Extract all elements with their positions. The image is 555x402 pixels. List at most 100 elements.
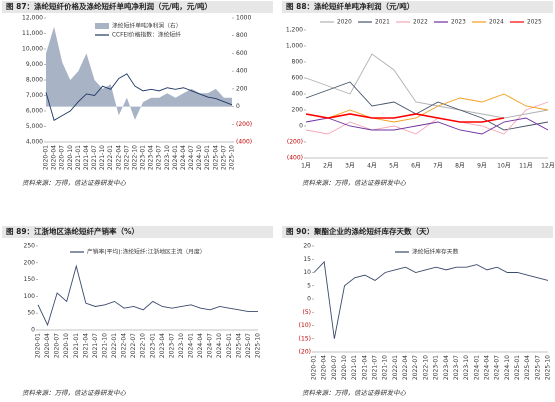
legend-label: 2022 (413, 20, 428, 26)
line (45, 73, 233, 121)
x-tick-label: 2024-04 (197, 333, 204, 358)
y-tick-label: (400) (287, 155, 303, 162)
x-tick-label: 2023-07 (156, 145, 163, 170)
area (46, 26, 232, 120)
legend-label: 2020 (337, 20, 352, 26)
x-tick-label: 2020-10 (63, 333, 70, 358)
x-tick-label: 2021-01 (73, 333, 80, 358)
x-tick-label: 2024-01 (172, 145, 179, 170)
x-tick-label: 2021-10 (382, 355, 389, 380)
x-tick-label: 2023-10 (178, 333, 185, 358)
source-note: 资料来源：万得，信达证券研发中心 (22, 179, 127, 187)
y-tick-label: 10,000 (22, 46, 43, 53)
source-note: 资料来源：万得，信达证券研发中心 (302, 179, 407, 187)
title-bar (282, 1, 553, 13)
x-tick-label: 7月 (433, 163, 443, 170)
x-tick-label: 2024-07 (188, 145, 195, 170)
y-tick-label: (20) (299, 349, 311, 356)
x-tick-label: 2024-10 (504, 355, 511, 380)
x-tick-label: 2023-01 (149, 333, 156, 358)
x-tick-label: 2021-04 (361, 355, 368, 380)
x-tick-label: 11月 (519, 163, 533, 170)
x-tick-label: 2021-01 (75, 145, 82, 170)
x-tick-label: 2022-04 (115, 145, 122, 170)
x-tick-label: 2025-04 (524, 355, 531, 380)
legend-label: 2025 (527, 20, 542, 26)
x-tick-label: 8月 (455, 163, 465, 170)
y-tick-label: 200 (292, 107, 304, 114)
x-tick-label: 2022-07 (130, 333, 137, 358)
y-tick-label: 800 (236, 32, 248, 39)
y-tick-label: 15 (303, 256, 311, 263)
y-tick-label: 20 (303, 243, 311, 250)
x-tick-label: 2025-10 (255, 333, 262, 358)
y-tick-label: 10 (303, 269, 311, 276)
y-tick-label: (200) (236, 121, 252, 128)
x-tick-label: 2023-07 (453, 355, 460, 380)
chart-title: 图 87：涤纶短纤价格及涤纶短纤单吨净利润（元/吨，元/吨） (6, 1, 212, 11)
x-tick-label: 2021-07 (91, 145, 98, 170)
x-tick-label: 2022-01 (111, 333, 118, 358)
legend-label: 涤纶短纤库存天数 (412, 248, 459, 256)
x-tick-label: 2025-04 (235, 333, 242, 358)
x-tick-label: 2025-04 (212, 145, 219, 170)
x-tick-label: 2025-10 (545, 355, 552, 380)
legend-label: 2023 (451, 20, 466, 26)
y-tick-label: (10) (299, 322, 311, 329)
x-tick-label: 2021-04 (82, 333, 89, 358)
x-tick-label: 2024-07 (207, 333, 214, 358)
y-tick-label: (15) (299, 335, 311, 342)
y-tick-label: (200) (287, 139, 303, 146)
y-tick-label: 1,200 (286, 27, 303, 34)
x-tick-label: 2025-01 (226, 333, 233, 358)
y-tick-label: 250 (24, 243, 36, 250)
y-tick-label: 600 (292, 75, 304, 82)
x-tick-label: 2021-07 (92, 333, 99, 358)
x-tick-label: 2021-10 (99, 145, 106, 170)
x-tick-label: 2020-04 (321, 355, 328, 380)
line (305, 101, 549, 135)
x-tick-label: 2023-01 (140, 145, 147, 170)
x-tick-label: 2023-04 (148, 145, 155, 170)
title-bar (282, 226, 553, 238)
x-tick-label: 2024-04 (483, 355, 490, 380)
x-tick-label: 2024-10 (216, 333, 223, 358)
x-tick-label: 2024-07 (494, 355, 501, 380)
y-tick-label: 800 (292, 59, 304, 66)
y-tick-label: 400 (292, 91, 304, 98)
chart-title: 图 88：涤纶短纤单吨净利润（元/吨） (286, 1, 414, 11)
x-tick-label: 3月 (345, 163, 355, 170)
x-tick-label: 2025-01 (204, 145, 211, 170)
source-note: 资料来源：万得，信达证券研发中心 (302, 389, 407, 397)
x-tick-label: 2021-01 (351, 355, 358, 380)
line (305, 53, 549, 119)
x-tick-label: 5月 (389, 163, 399, 170)
x-tick-label: 9月 (477, 163, 487, 170)
x-tick-label: 2024-01 (188, 333, 195, 358)
title-bar (2, 1, 273, 13)
legend-label: CCFEI价格指数：涤纶短纤 (112, 31, 181, 39)
x-tick-label: 2023-10 (164, 145, 171, 170)
x-tick-label: 2022-04 (402, 355, 409, 380)
x-tick-label: 12月 (541, 163, 555, 170)
y-tick-label: 4,000 (26, 139, 43, 146)
y-tick-label: 7,000 (26, 92, 43, 99)
x-tick-label: 2月 (323, 163, 333, 170)
y-tick-label: 1000 (236, 15, 251, 22)
x-tick-label: 2022-07 (412, 355, 419, 380)
title-bar (2, 226, 273, 238)
x-tick-label: 2024-01 (473, 355, 480, 380)
x-tick-label: 2022-10 (131, 145, 138, 170)
line (37, 264, 258, 327)
x-tick-label: 2020-07 (59, 145, 66, 170)
y-tick-label: 600 (236, 50, 248, 57)
line (305, 93, 549, 123)
x-tick-label: 2022-04 (121, 333, 128, 358)
line (305, 81, 549, 131)
x-tick-label: 2025-07 (534, 355, 541, 380)
y-tick-label: 0 (236, 103, 240, 110)
x-tick-label: 2022-01 (107, 145, 114, 170)
x-tick-label: 1月 (301, 163, 311, 170)
x-tick-label: 2025-07 (220, 145, 227, 170)
x-tick-label: 2022-10 (422, 355, 429, 380)
